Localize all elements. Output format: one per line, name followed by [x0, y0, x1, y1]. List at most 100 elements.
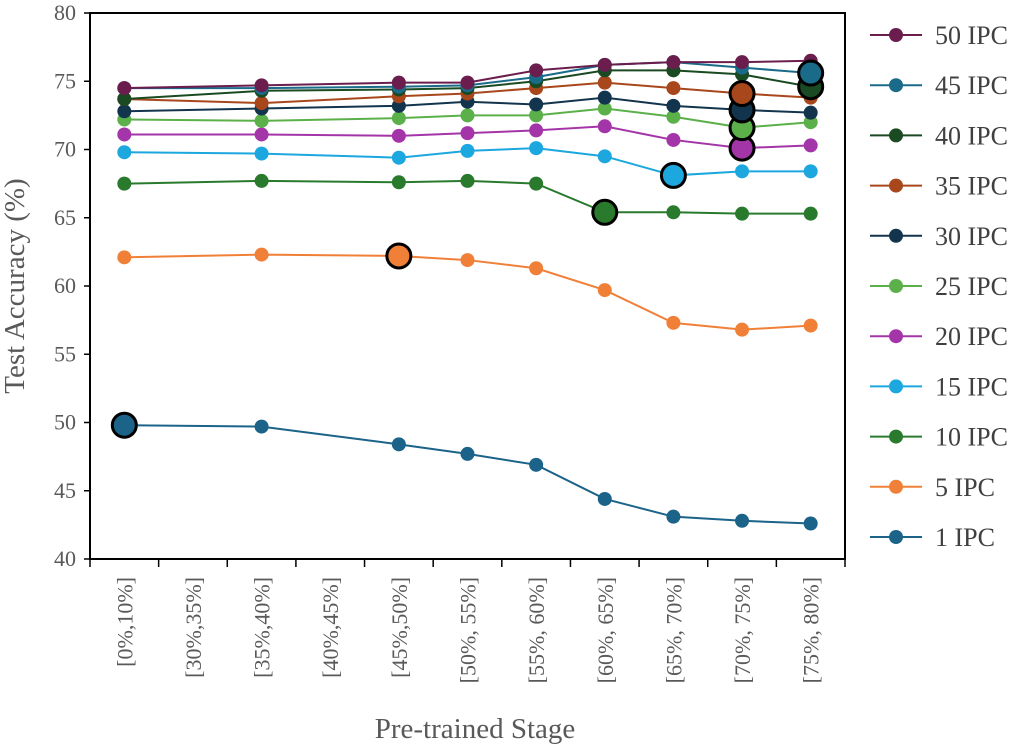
- x-tick-label: [55%, 60%]: [524, 577, 549, 683]
- y-tick-label: 80: [54, 0, 76, 25]
- data-point: [529, 63, 544, 78]
- data-point: [803, 105, 818, 120]
- legend-marker: [889, 228, 903, 243]
- data-point: [254, 113, 269, 128]
- data-point: [391, 437, 406, 452]
- x-tick-label: [45%,50%]: [387, 577, 412, 678]
- data-point: [460, 253, 475, 268]
- series-10-ipc: [117, 173, 818, 221]
- data-point: [803, 516, 818, 531]
- y-tick-label: 45: [54, 478, 76, 503]
- series-line: [124, 424, 811, 525]
- data-point: [460, 75, 475, 90]
- legend-label: 10 IPC: [935, 423, 1008, 452]
- legend-label: 20 IPC: [935, 322, 1008, 351]
- x-tick-label: [70%, 75%]: [730, 577, 755, 683]
- data-point: [117, 250, 132, 265]
- data-point: [597, 57, 612, 72]
- data-point: [460, 143, 475, 158]
- data-point: [803, 164, 818, 179]
- data-point: [597, 75, 612, 90]
- legend-marker: [889, 28, 903, 42]
- data-point: [117, 81, 132, 96]
- legend-label: 35 IPC: [935, 172, 1008, 201]
- highlight-point: [110, 411, 138, 439]
- legend-marker: [889, 78, 903, 93]
- legend-marker: [889, 429, 903, 444]
- data-point: [529, 141, 544, 156]
- y-tick-label: 55: [54, 341, 76, 366]
- data-point: [597, 149, 612, 164]
- data-point: [117, 91, 132, 106]
- x-tick-label: [60%, 65%]: [593, 577, 618, 683]
- legend-label: 25 IPC: [935, 272, 1008, 301]
- legend-item: 20 IPC: [870, 322, 1008, 351]
- data-point: [666, 205, 681, 220]
- data-point: [735, 322, 750, 337]
- series-15-ipc: [117, 141, 818, 179]
- legend-label: 50 IPC: [935, 21, 1008, 50]
- legend-marker: [889, 479, 903, 494]
- y-tick-label: 40: [54, 546, 76, 571]
- legend-item: 10 IPC: [870, 423, 1008, 452]
- data-point: [254, 146, 269, 161]
- data-point: [391, 175, 406, 190]
- data-point: [735, 55, 750, 70]
- y-tick-label: 60: [54, 273, 76, 298]
- data-point: [254, 127, 269, 142]
- legend-item: 5 IPC: [870, 473, 995, 502]
- data-point: [117, 127, 132, 142]
- data-point: [666, 81, 681, 96]
- data-point: [254, 247, 269, 262]
- y-axis: 40 45 50 55 60 65 70 75 80: [54, 0, 90, 571]
- data-point: [735, 164, 750, 179]
- data-point: [254, 96, 269, 111]
- data-point: [597, 283, 612, 298]
- legend-label: 1 IPC: [935, 523, 995, 552]
- series-20-ipc: [117, 119, 818, 153]
- highlight-point: [797, 59, 825, 87]
- y-axis-title: Test Accuracy (%): [0, 178, 31, 393]
- y-tick-label: 70: [54, 137, 76, 162]
- data-point: [803, 138, 818, 153]
- legend-marker: [889, 530, 903, 544]
- data-point: [254, 173, 269, 188]
- data-point: [254, 78, 269, 93]
- data-point: [117, 145, 132, 160]
- data-point: [460, 108, 475, 123]
- x-tick-label: [65%, 70%]: [661, 577, 686, 683]
- y-tick-label: 65: [54, 205, 76, 230]
- data-point: [529, 108, 544, 123]
- data-point: [597, 101, 612, 116]
- x-tick-label: [40%,45%]: [318, 577, 343, 678]
- data-point: [666, 55, 681, 70]
- data-point: [529, 123, 544, 138]
- highlight-point: [591, 198, 619, 226]
- data-point: [666, 132, 681, 147]
- legend-item: 50 IPC: [870, 21, 1008, 50]
- data-point: [666, 509, 681, 524]
- x-tick-label: [50%, 55%]: [456, 577, 481, 683]
- data-point: [391, 150, 406, 165]
- data-point: [391, 75, 406, 90]
- data-point: [666, 98, 681, 113]
- data-point: [254, 419, 269, 434]
- data-point: [666, 109, 681, 124]
- data-point: [803, 206, 818, 221]
- legend: 50 IPC 45 IPC 40 IPC 35 IPC 30 IPC 25 IPC 20 I…: [870, 21, 1008, 552]
- legend-label: 45 IPC: [935, 71, 1008, 100]
- data-point: [529, 457, 544, 472]
- data-point: [391, 128, 406, 143]
- series-45-ipc: [117, 55, 811, 96]
- data-point: [529, 176, 544, 191]
- legend-item: 35 IPC: [870, 172, 1008, 201]
- data-point: [666, 315, 681, 330]
- series-layer: [110, 53, 825, 531]
- legend-marker: [889, 128, 903, 143]
- data-point: [597, 491, 612, 506]
- legend-marker: [889, 329, 903, 344]
- series-5-ipc: [117, 247, 818, 337]
- data-point: [803, 318, 818, 333]
